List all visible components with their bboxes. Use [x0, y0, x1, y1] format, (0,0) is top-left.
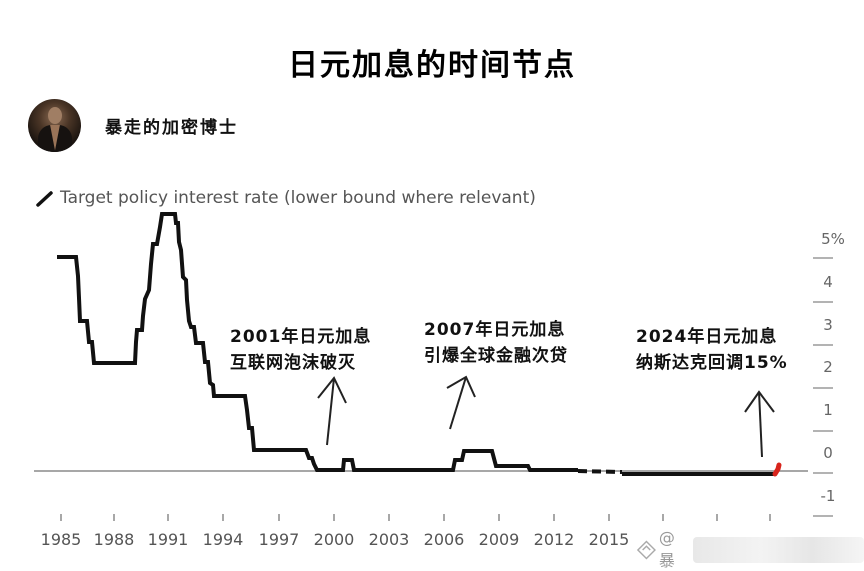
annotation-2024-line2: 纳斯达克回调15% — [636, 353, 788, 373]
x-tick-label: 2006 — [423, 530, 465, 549]
y-tick-label: 1 — [823, 401, 833, 419]
x-tick-label: 2000 — [313, 530, 355, 549]
x-tick-label: 1988 — [93, 530, 135, 549]
chart-legend: Target policy interest rate (lower bound… — [36, 188, 536, 208]
line-legend-icon — [36, 191, 53, 207]
annotation-2024-line1: 2024年日元加息 — [636, 327, 778, 347]
annotation-2001: 2001年日元加息 互联网泡沫破灭 — [230, 324, 371, 376]
arrow-2001-icon — [317, 376, 347, 446]
rate-line-dashed — [577, 469, 623, 474]
x-tick-label: 2003 — [368, 530, 410, 549]
x-tick-label: 2009 — [478, 530, 520, 549]
y-tick-label: 0 — [823, 444, 833, 462]
y-tick-label: 2 — [823, 358, 833, 376]
watermark-blurred-handle — [693, 536, 864, 563]
annotation-2007-line2: 引爆全球金融次贷 — [424, 346, 568, 366]
y-tick-label: 5% — [821, 230, 845, 248]
x-tick-label: 1994 — [202, 530, 244, 549]
watermark-text: @暴 — [658, 528, 675, 570]
rate-line-2024-hike — [772, 462, 782, 477]
annotation-2001-line1: 2001年日元加息 — [230, 327, 372, 347]
avatar[interactable] — [28, 98, 81, 152]
author-row: 暴走的加密博士 — [28, 98, 238, 152]
rate-line — [57, 212, 578, 472]
x-axis-ticks — [60, 514, 771, 521]
page-title: 日元加息的时间节点 — [288, 48, 576, 83]
x-tick-label: 1997 — [258, 530, 300, 549]
x-tick-label: 2015 — [588, 530, 630, 549]
x-tick-label: 2012 — [533, 530, 575, 549]
y-tick-label: 4 — [823, 273, 833, 291]
annotation-2007: 2007年日元加息 引爆全球金融次贷 — [424, 317, 568, 369]
y-tick-label: -1 — [820, 487, 836, 505]
watermark: @暴 — [636, 528, 864, 571]
legend-label: Target policy interest rate (lower bound… — [60, 188, 536, 208]
weibo-diamond-icon — [636, 539, 656, 560]
arrow-2007-icon — [446, 375, 476, 430]
annotation-2007-line1: 2007年日元加息 — [424, 320, 566, 340]
author-name[interactable]: 暴走的加密博士 — [105, 117, 238, 138]
annotation-2024: 2024年日元加息 纳斯达克回调15% — [636, 324, 788, 376]
y-axis-ticks — [813, 257, 833, 517]
arrow-2024-icon — [744, 390, 775, 458]
y-tick-label: 3 — [823, 316, 833, 334]
x-tick-label: 1991 — [147, 530, 189, 549]
x-tick-label: 1985 — [40, 530, 82, 549]
annotation-2001-line2: 互联网泡沫破灭 — [230, 353, 356, 373]
